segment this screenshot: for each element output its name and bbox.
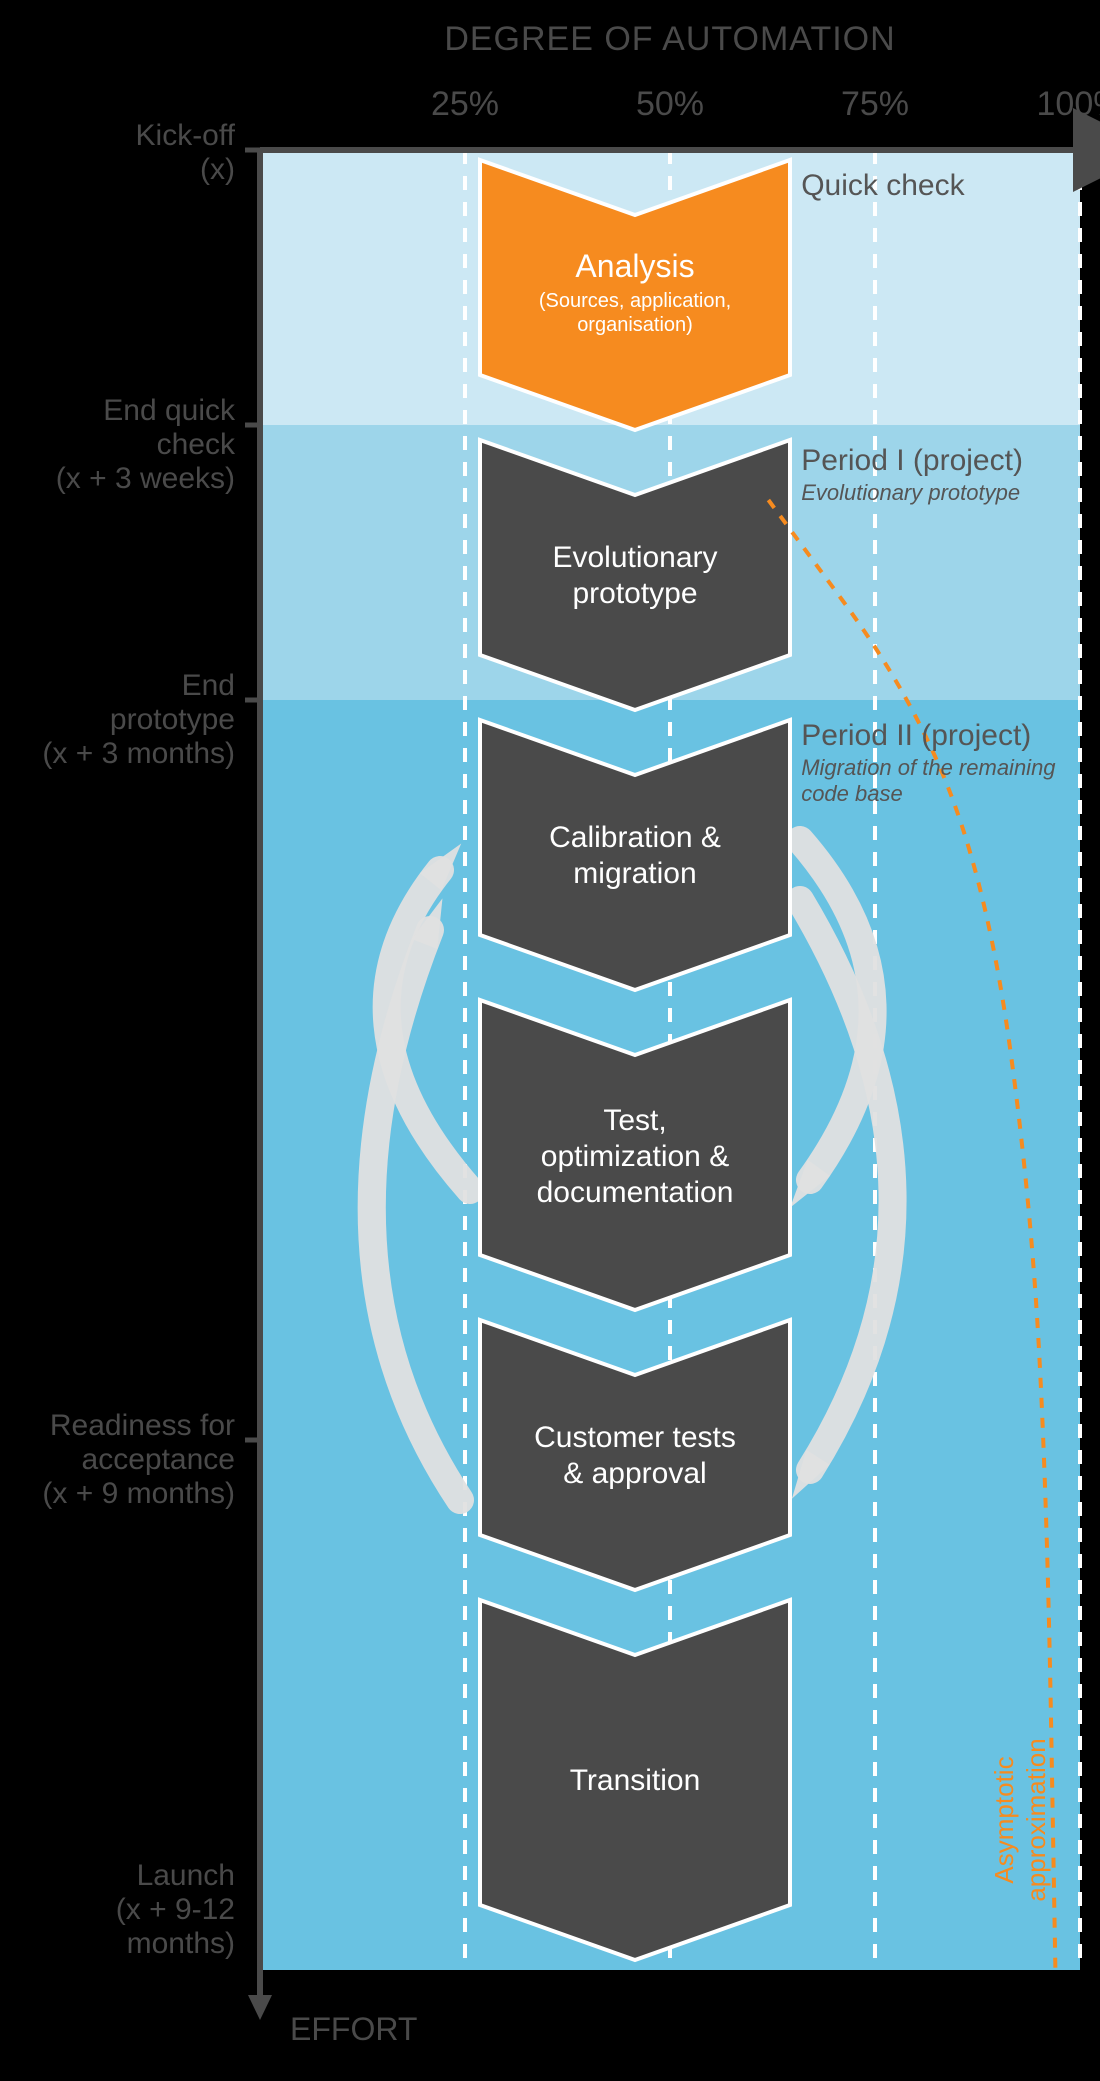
x-axis-title: DEGREE OF AUTOMATION	[444, 20, 895, 58]
y-label-endproto: Endprototype(x + 3 months)	[42, 669, 235, 770]
y-axis-title: EFFORT	[290, 2011, 417, 2047]
y-axis-arrow	[248, 1995, 272, 2020]
x-tick-50%: 50%	[636, 85, 704, 123]
band-label-period1: Period I (project)	[801, 444, 1023, 477]
x-tick-75%: 75%	[841, 85, 909, 123]
curve-label-2: approximation	[1021, 1738, 1051, 1901]
curve-label: Asymptotic	[989, 1756, 1019, 1883]
x-tick-25%: 25%	[431, 85, 499, 123]
y-label-kickoff: Kick-off(x)	[136, 119, 236, 186]
band-label-quickcheck: Quick check	[801, 169, 965, 202]
x-tick-100%: 100%	[1037, 85, 1100, 123]
band-label-period2: Period II (project)	[801, 719, 1031, 752]
band-sub-period1: Evolutionary prototype	[801, 480, 1020, 505]
y-label-endquick: End quickcheck(x + 3 weeks)	[56, 394, 236, 495]
y-label-launch: Launch(x + 9-12months)	[116, 1859, 235, 1960]
y-label-readiness: Readiness foracceptance(x + 9 months)	[42, 1409, 235, 1510]
chevron-title-trans: Transition	[570, 1764, 701, 1797]
